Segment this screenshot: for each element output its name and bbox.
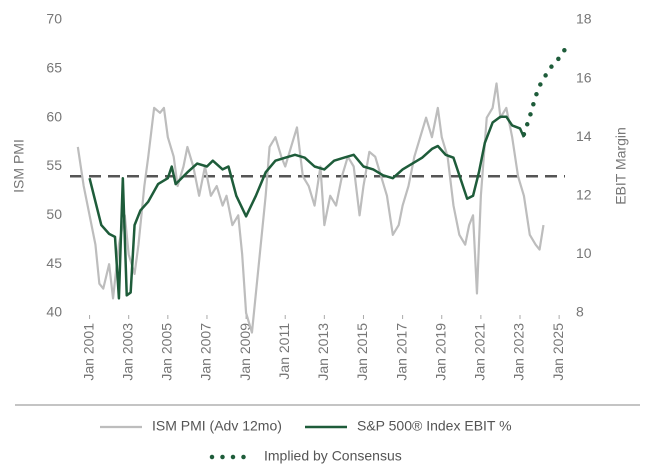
- y-tick-label: 45: [46, 255, 62, 271]
- y2-tick-label: 16: [576, 69, 592, 85]
- legend-label: ISM PMI (Adv 12mo): [152, 418, 282, 434]
- y-tick-label: 40: [46, 304, 62, 320]
- y-tick-label: 50: [46, 206, 62, 222]
- y2-tick-label: 10: [576, 245, 592, 261]
- y-axis-label: ISM PMI: [11, 139, 27, 193]
- y2-tick-label: 12: [576, 187, 592, 203]
- legend-label: Implied by Consensus: [264, 448, 402, 464]
- x-tick-label: Jan 2023: [511, 323, 527, 381]
- x-tick-label: Jan 2001: [80, 323, 96, 381]
- y-tick-label: 65: [46, 60, 62, 76]
- y2-tick-label: 8: [576, 304, 584, 320]
- y2-tick-label: 14: [576, 128, 592, 144]
- x-tick-label: Jan 2025: [550, 323, 566, 381]
- x-tick-label: Jan 2007: [198, 323, 214, 381]
- y-tick-label: 55: [46, 157, 62, 173]
- legend-label: S&P 500® Index EBIT %: [357, 418, 512, 434]
- y-tick-label: 60: [46, 108, 62, 124]
- x-tick-label: Jan 2003: [119, 323, 135, 381]
- x-tick-label: Jan 2011: [276, 323, 292, 380]
- y2-tick-label: 18: [576, 11, 592, 27]
- x-tick-label: Jan 2015: [354, 323, 370, 381]
- y2-axis-label: EBIT Margin: [613, 127, 629, 205]
- series-line: [88, 115, 526, 300]
- x-tick-label: Jan 2019: [432, 323, 448, 381]
- x-tick-label: Jan 2005: [159, 323, 175, 381]
- x-tick-label: Jan 2013: [315, 323, 331, 381]
- x-tick-label: Jan 2009: [237, 323, 253, 381]
- y-tick-label: 70: [46, 11, 62, 27]
- x-tick-label: Jan 2021: [472, 323, 488, 381]
- series-line: [76, 82, 545, 334]
- x-tick-label: Jan 2017: [393, 323, 409, 381]
- series-line: [521, 47, 568, 137]
